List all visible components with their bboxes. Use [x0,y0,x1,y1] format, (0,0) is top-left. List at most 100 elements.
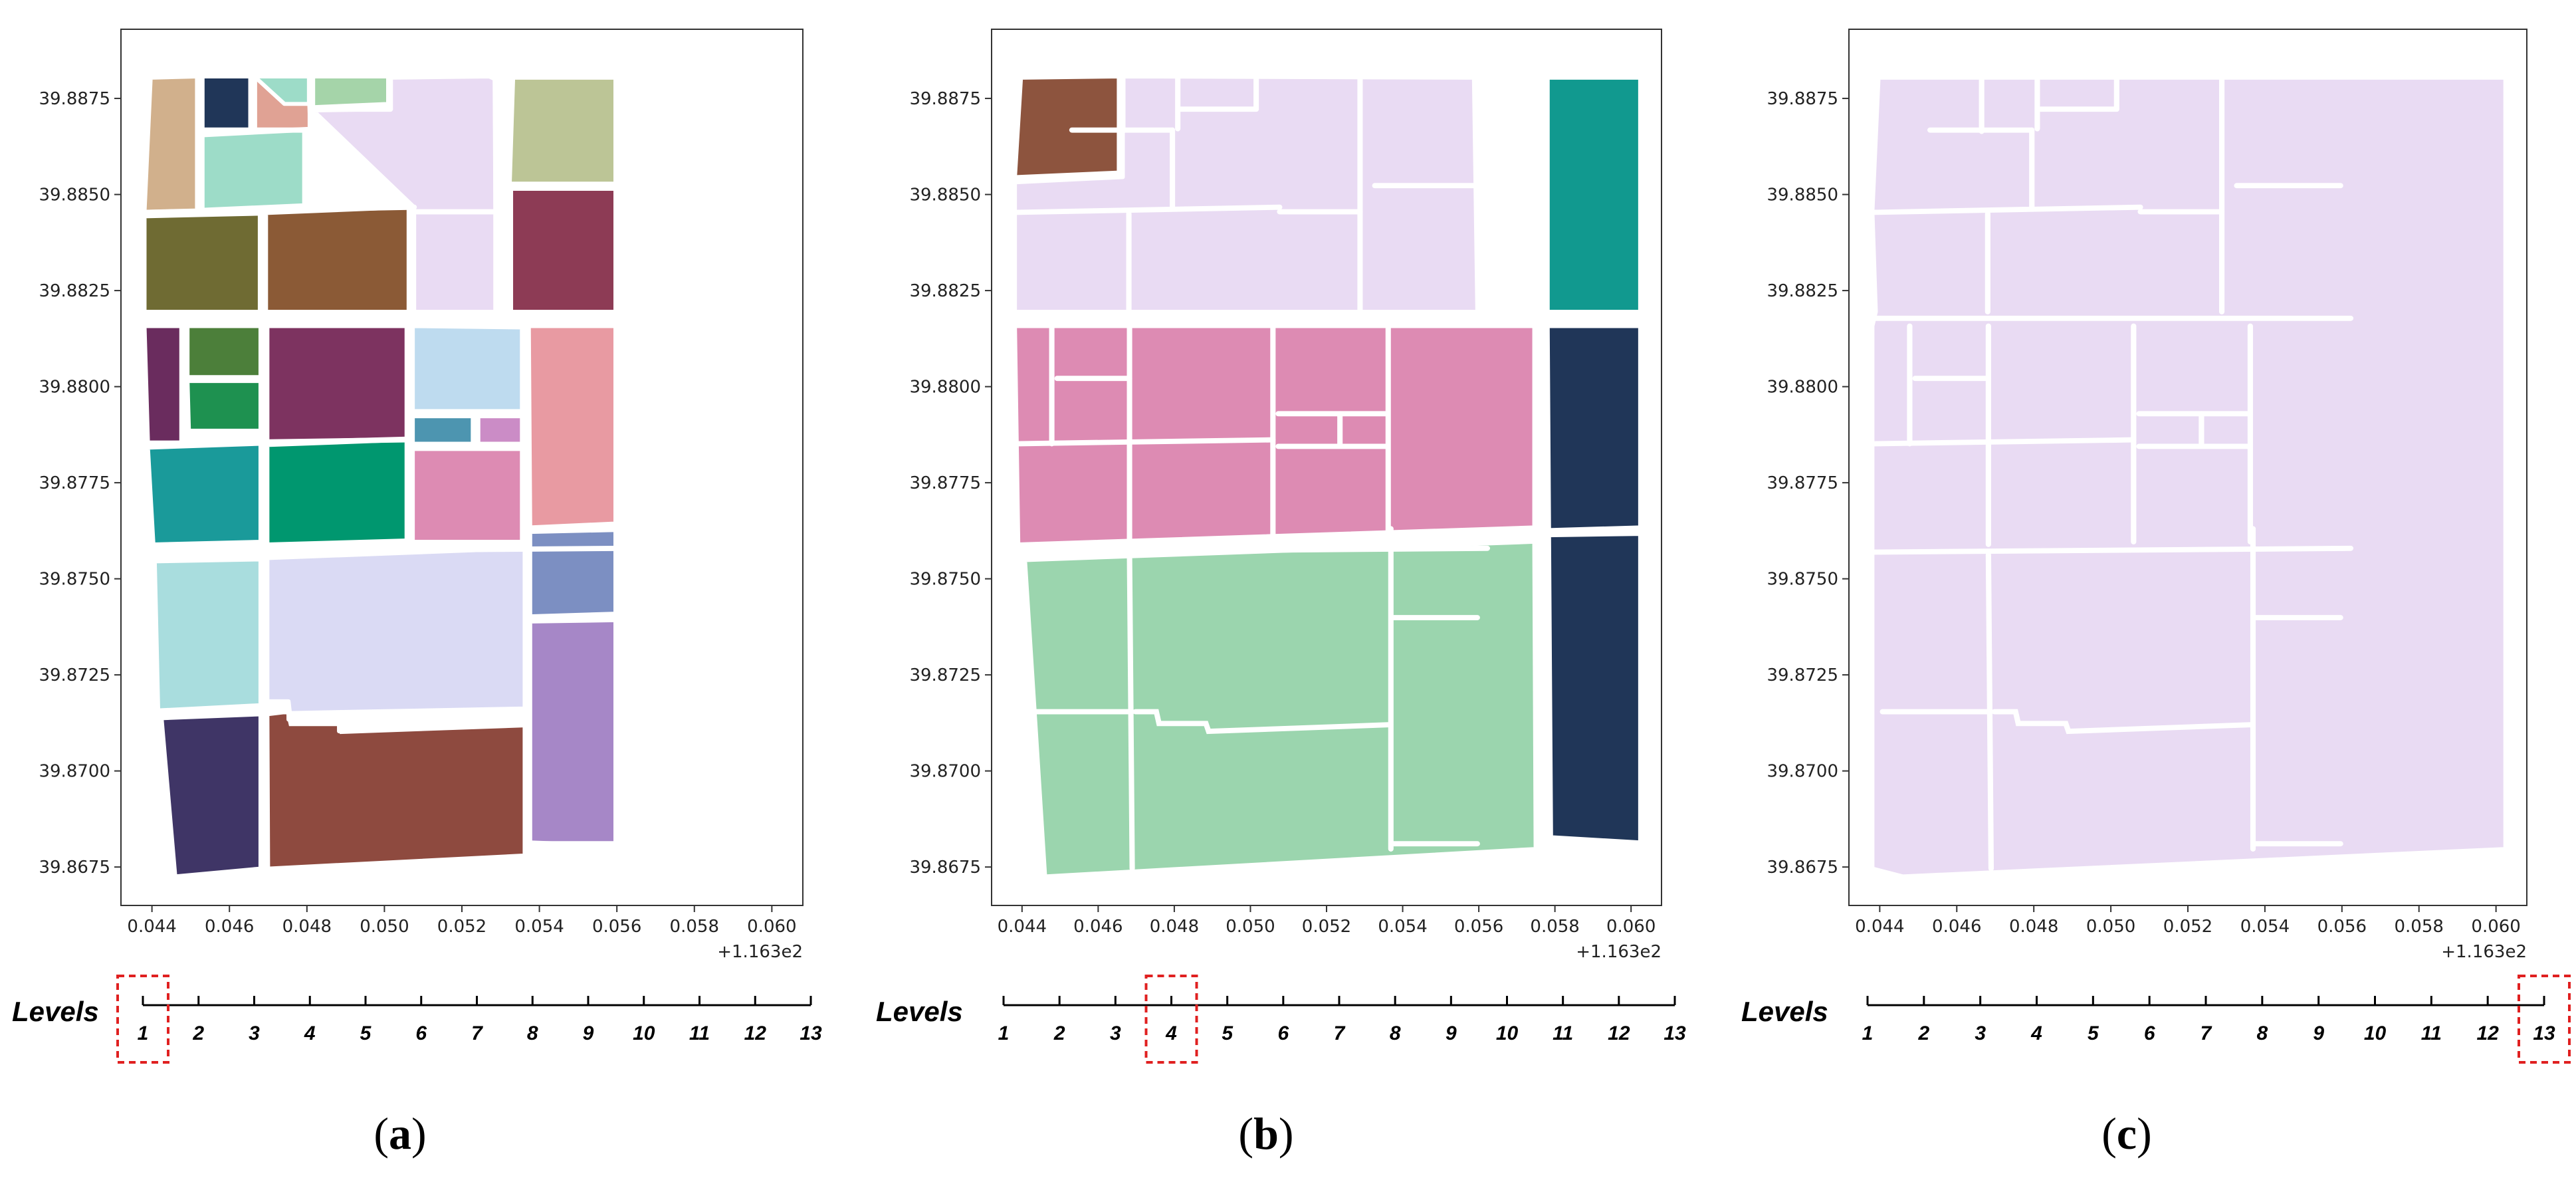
level-label-10: 10 [2364,1022,2387,1044]
x-tick-label: 0.056 [592,917,641,937]
level-label-2: 2 [1917,1022,1929,1044]
y-tick-label: 39.8750 [1767,570,1838,590]
y-tick-label: 39.8775 [909,473,981,493]
road-segment [1870,437,2137,447]
x-tick-label: 0.046 [205,917,254,937]
x-tick-label: 0.058 [670,917,719,937]
caption-open-paren: ( [2101,1108,2117,1159]
y-tick-label: 39.8800 [39,378,110,398]
level-label-11: 11 [1553,1022,1573,1044]
level-label-13: 13 [1664,1022,1686,1044]
road-segment [142,437,410,447]
urban-block-a-nw6 [311,74,391,110]
map-blocks [1859,74,2508,879]
road-segment [142,204,417,215]
y-tick-label: 39.8725 [909,665,981,685]
urban-block-a-m8 [410,414,475,446]
level-label-2: 2 [192,1022,204,1044]
y-tick-label: 39.8700 [39,762,110,782]
level-label-9: 9 [2313,1022,2324,1044]
x-offset-label: +1.163e2 [2441,942,2527,962]
urban-block-a-m7 [410,324,524,414]
y-tick-label: 39.8850 [909,185,981,205]
x-tick-label: 0.052 [437,917,486,937]
road-network [1002,74,1491,872]
road-segment [265,709,528,735]
urban-block-a-s3 [528,528,618,618]
urban-block-a-m6 [265,437,409,546]
panel-a: 39.8875 39.8850 39.8825 39.8800 39.8775 39.87… [12,29,822,1159]
y-tick-label: 39.8750 [909,570,981,590]
x-tick-label: 0.054 [514,917,564,937]
level-label-5: 5 [2088,1022,2099,1044]
level-label-13: 13 [800,1022,822,1044]
y-tick-label: 39.8675 [39,858,110,878]
y-tick-label: 39.8775 [39,473,110,493]
urban-block-a-ne2 [508,187,618,314]
x-tick-label: 0.044 [127,917,176,937]
level-label-8: 8 [527,1022,538,1044]
map-blocks [131,74,629,879]
level-label-9: 9 [1446,1022,1457,1044]
map-blocks [1002,74,1642,879]
level-label-4: 4 [2030,1022,2042,1044]
caption-letter: b [1253,1108,1279,1159]
urban-block-a-s2 [265,546,527,715]
y-tick-label: 39.8875 [909,89,981,109]
selected-level-highlight [1144,975,1198,1064]
urban-block-a-m2 [185,324,264,380]
y-tick-label: 39.8800 [1767,378,1838,398]
x-tick-label: 0.054 [1378,917,1427,937]
level-label-6: 6 [415,1022,427,1044]
road-segment [1012,204,1283,215]
caption-open-paren: ( [1238,1108,1253,1159]
x-tick-label: 0.046 [1932,917,1981,937]
urban-block-a-m3 [185,379,264,433]
panel-caption: (b) [1238,1108,1293,1159]
urban-block-a-s5 [265,709,527,871]
urban-block-a-m10 [410,447,524,544]
x-tick-label: 0.058 [2395,917,2444,937]
road-network [131,74,629,872]
urban-block-a-ne1 [507,76,618,186]
y-tick-label: 39.8725 [39,665,110,685]
x-tick-label: 0.056 [1454,917,1503,937]
level-label-1: 1 [1862,1022,1874,1044]
level-label-7: 7 [1334,1022,1346,1044]
panel-c: 39.8875 39.8850 39.8825 39.8800 39.8775 39.87… [1741,29,2571,1159]
caption-close-paren: ) [2137,1108,2152,1159]
selected-level-highlight [2518,975,2571,1064]
x-tick-label: 0.048 [282,917,332,937]
road-segment [1002,545,1491,555]
level-label-12: 12 [744,1022,767,1044]
level-label-6: 6 [1277,1022,1289,1044]
levels-title: Levels [12,996,99,1027]
x-tick-label: 0.052 [1302,917,1351,937]
urban-block-c-all [1870,76,2508,879]
level-label-4: 4 [1165,1022,1177,1044]
y-tick-label: 39.8875 [1767,89,1838,109]
x-tick-label: 0.056 [2317,917,2367,937]
x-tick-label: 0.058 [1530,917,1579,937]
urban-block-a-m1 [142,324,184,445]
x-tick-label: 0.050 [360,917,409,937]
level-label-3: 3 [1975,1022,1986,1044]
caption-open-paren: ( [374,1108,389,1159]
x-tick-label: 0.050 [2086,917,2135,937]
road-segment [1991,709,2254,735]
y-tick-label: 39.8700 [909,762,981,782]
y-tick-label: 39.8850 [1767,185,1838,205]
y-tick-label: 39.8825 [39,281,110,301]
x-tick-label: 0.048 [1150,917,1199,937]
level-label-5: 5 [1222,1022,1234,1044]
level-label-13: 13 [2533,1022,2555,1044]
caption-letter: c [2117,1108,2137,1159]
level-label-10: 10 [633,1022,655,1044]
caption-close-paren: ) [411,1108,427,1159]
urban-block-b-me [1545,324,1642,533]
level-label-2: 2 [1053,1022,1065,1044]
urban-block-a-s6 [528,618,618,848]
x-tick-label: 0.054 [2240,917,2290,937]
urban-block-a-m4 [265,324,409,445]
level-label-3: 3 [249,1022,260,1044]
